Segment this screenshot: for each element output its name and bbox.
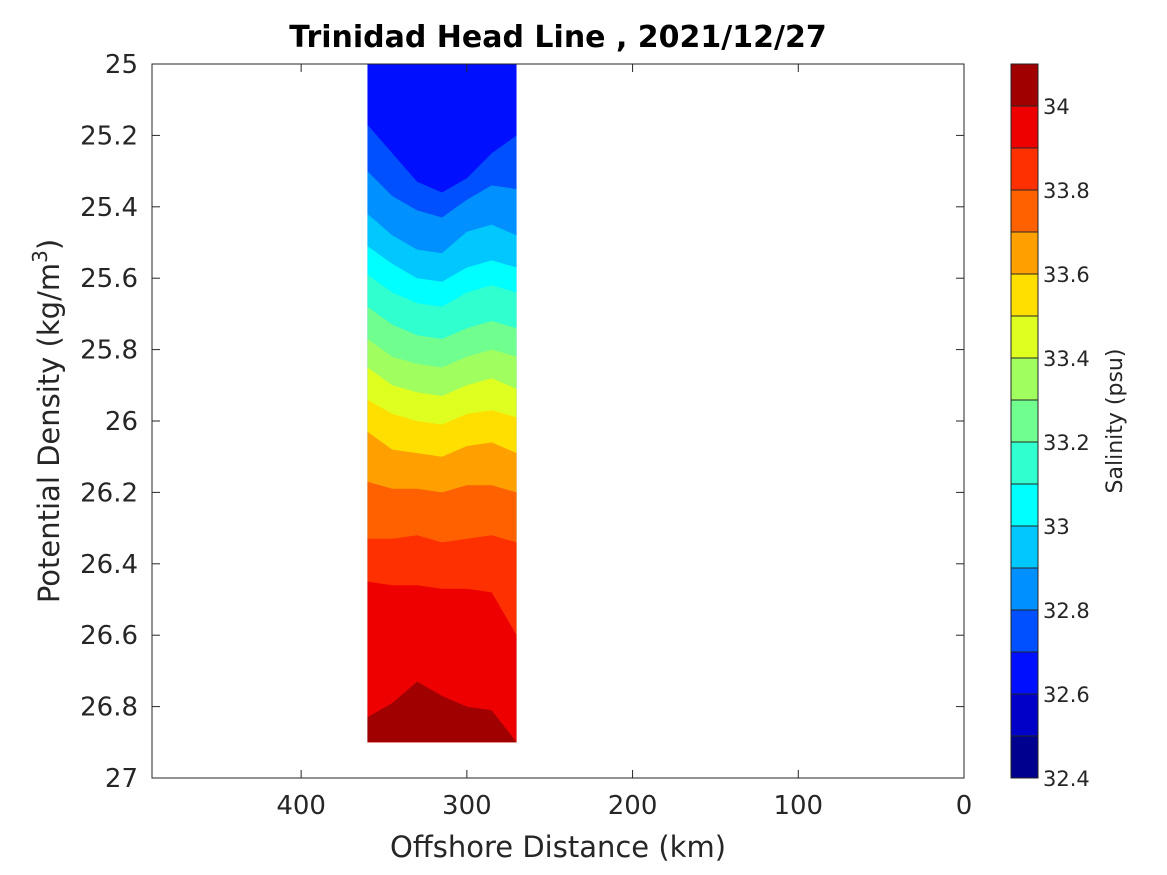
colorbar-tick-label: 33.6 [1043,263,1090,287]
colorbar-segment-1 [1011,694,1038,737]
colorbar-tick-label: 32.6 [1043,683,1090,707]
y-tick-label: 25.6 [80,264,138,294]
colorbar-tick-label: 33.4 [1043,347,1090,371]
y-axis-label: Potential Density (kg/m3) [28,239,66,603]
colorbar-label: Salinity (psu) [1103,349,1128,494]
y-tick-label: 25.2 [80,121,138,151]
colorbar-segment-13 [1011,190,1038,233]
colorbar-segment-11 [1011,274,1038,317]
colorbar-segment-16 [1011,64,1038,107]
y-axis-label-end: ) [32,239,66,250]
x-tick-label: 0 [956,791,973,821]
colorbar-segment-10 [1011,316,1038,359]
colorbar-tick-label: 33.2 [1043,431,1090,455]
colorbar-tick-label: 33 [1043,515,1070,539]
y-axis-label-superscript: 3 [28,250,52,263]
y-tick-label: 26 [105,407,138,437]
colorbar-segment-6 [1011,484,1038,527]
colorbar-segment-2 [1011,652,1038,695]
x-tick-label: 200 [608,791,658,821]
y-tick-label: 26.8 [80,693,138,723]
y-axis-label-main: Potential Density (kg/m [32,263,66,603]
colorbar-tick-label: 34 [1043,95,1070,119]
x-tick-label: 100 [773,791,823,821]
y-tick-label: 26.6 [80,621,138,651]
colorbar-segment-14 [1011,148,1038,191]
y-tick-label: 27 [105,764,138,794]
y-axis-ticks: 25 25.2 25.4 25.6 25.8 26 26.2 26.4 26.6 26.8 27 [80,50,964,794]
colorbar-segment-3 [1011,610,1038,653]
colorbar-tick-label: 32.8 [1043,599,1090,623]
x-axis-ticks: 400 300 200 100 0 [276,64,972,821]
x-axis-label: Offshore Distance (km) [390,830,726,864]
plot-area-frame [151,63,965,779]
y-tick-label: 26.2 [80,478,138,508]
colorbar-segment-5 [1011,526,1038,569]
colorbar-tick-label: 32.4 [1043,767,1090,791]
colorbar: 32.4 32.6 32.8 33 33.2 33.4 33.6 33.8 34 [1010,63,1090,791]
colorbar-frame [1010,63,1039,779]
y-tick-label: 25 [105,50,138,80]
contour-fills [367,64,517,743]
y-tick-label: 26.4 [80,550,138,580]
colorbar-segment-7 [1011,442,1038,485]
y-tick-label: 25.8 [80,336,138,366]
colorbar-segment-12 [1011,232,1038,275]
colorbar-segment-8 [1011,400,1038,443]
y-tick-label: 25.4 [80,193,138,223]
x-tick-label: 400 [276,791,326,821]
colorbar-segment-9 [1011,358,1038,401]
colorbar-tick-label: 33.8 [1043,179,1090,203]
colorbar-segment-4 [1011,568,1038,611]
salinity-band-16 [367,681,517,743]
chart-title: Trinidad Head Line , 2021/12/27 [289,20,826,55]
colorbar-segment-0 [1011,736,1038,779]
x-tick-label: 300 [442,791,492,821]
colorbar-segment-15 [1011,106,1038,149]
